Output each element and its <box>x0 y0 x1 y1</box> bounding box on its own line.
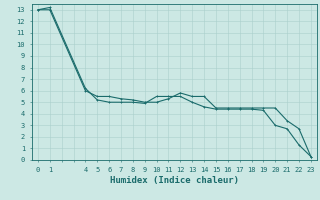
X-axis label: Humidex (Indice chaleur): Humidex (Indice chaleur) <box>110 176 239 185</box>
